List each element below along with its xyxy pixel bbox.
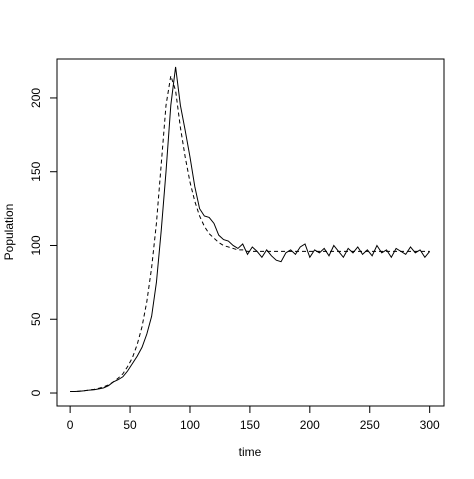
x-axis-label: time [239, 445, 262, 459]
x-tick-label: 0 [67, 418, 74, 432]
y-tick-label: 50 [29, 312, 43, 326]
plot-box [56, 58, 445, 407]
x-tick-label: 100 [180, 418, 200, 432]
series-line [70, 75, 430, 393]
y-tick-label: 100 [29, 235, 43, 255]
y-axis-label: Population [2, 204, 16, 261]
x-tick-label: 250 [360, 418, 380, 432]
x-tick-label: 200 [300, 418, 320, 432]
y-tick-label: 150 [29, 161, 43, 181]
x-tick-label: 300 [420, 418, 440, 432]
x-tick-label: 50 [123, 418, 137, 432]
series-line [70, 66, 431, 393]
y-tick-label: 200 [29, 88, 43, 108]
y-tick-label: 0 [29, 389, 43, 396]
x-tick-label: 150 [240, 418, 260, 432]
